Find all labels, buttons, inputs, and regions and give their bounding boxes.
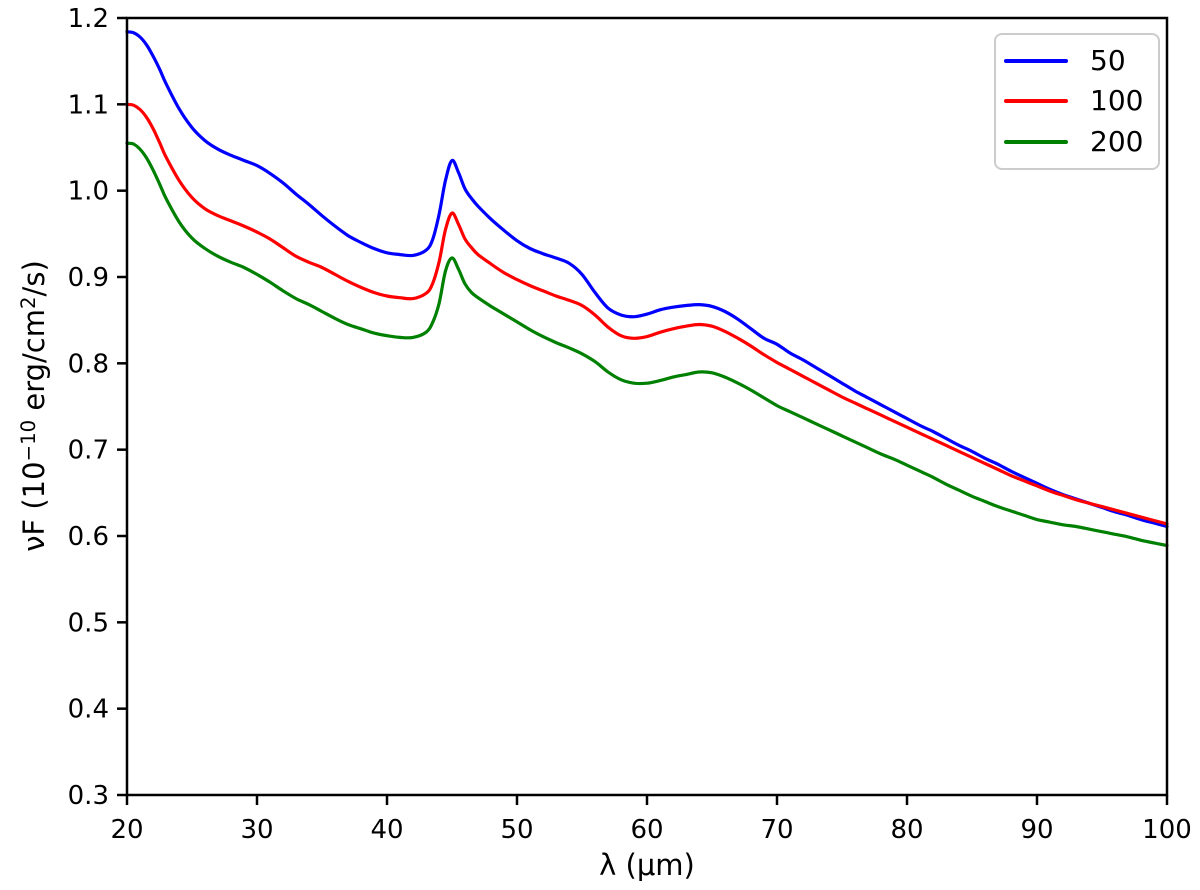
y-tick-label: 0.8 bbox=[68, 349, 109, 379]
legend-item-50: 50 bbox=[1004, 43, 1158, 79]
y-tick-label: 1.1 bbox=[68, 90, 109, 120]
axis-ticks: 20 30 40 50 60 70 80 90 100 0.3 0.4 0.5 0.6 0.7 0.8 0.9… bbox=[68, 4, 1192, 845]
x-axis-label: λ (μm) bbox=[599, 848, 695, 882]
y-tick-label: 1.0 bbox=[68, 177, 109, 207]
y-tick-label: 0.6 bbox=[68, 522, 109, 552]
legend-item-200: 200 bbox=[1004, 124, 1158, 160]
y-axis-label-base: νF (10 bbox=[17, 461, 51, 552]
x-tick-label: 50 bbox=[500, 815, 533, 845]
legend: 50 100 200 bbox=[994, 33, 1160, 170]
x-tick-label: 60 bbox=[630, 815, 663, 845]
x-tick-label: 90 bbox=[1020, 815, 1053, 845]
x-tick-label: 40 bbox=[370, 815, 403, 845]
y-tick-label: 1.2 bbox=[68, 4, 109, 34]
y-axis-label: νF (10−10 erg/cm2/s) bbox=[17, 146, 51, 666]
series-curve-50 bbox=[125, 30, 1169, 529]
y-axis-label-exponent: 2 bbox=[17, 296, 41, 309]
legend-line-sample-green bbox=[1004, 139, 1068, 144]
x-tick-label: 80 bbox=[890, 815, 923, 845]
y-axis-label-base: /s) bbox=[17, 260, 51, 297]
data-series bbox=[125, 30, 1169, 548]
legend-line-sample-blue bbox=[1004, 59, 1068, 64]
x-tick-label: 30 bbox=[240, 815, 273, 845]
legend-label: 200 bbox=[1090, 124, 1144, 158]
y-tick-label: 0.4 bbox=[68, 695, 109, 725]
y-axis-label-exponent: −10 bbox=[17, 419, 41, 462]
y-tick-label: 0.3 bbox=[68, 781, 109, 811]
x-tick-label: 100 bbox=[1142, 815, 1192, 845]
legend-label: 50 bbox=[1090, 44, 1126, 78]
y-tick-label: 0.5 bbox=[68, 608, 109, 638]
legend-line-sample-red bbox=[1004, 99, 1068, 104]
y-axis-label-base: erg/cm bbox=[17, 308, 51, 420]
series-curve-200 bbox=[125, 141, 1169, 548]
x-tick-label: 70 bbox=[760, 815, 793, 845]
plot-border bbox=[125, 16, 1169, 797]
legend-item-100: 100 bbox=[1004, 83, 1158, 119]
y-tick-label: 0.7 bbox=[68, 436, 109, 466]
legend-label: 100 bbox=[1090, 84, 1144, 118]
series-curve-100 bbox=[125, 102, 1169, 526]
y-tick-label: 0.9 bbox=[68, 263, 109, 293]
x-tick-label: 20 bbox=[110, 815, 143, 845]
